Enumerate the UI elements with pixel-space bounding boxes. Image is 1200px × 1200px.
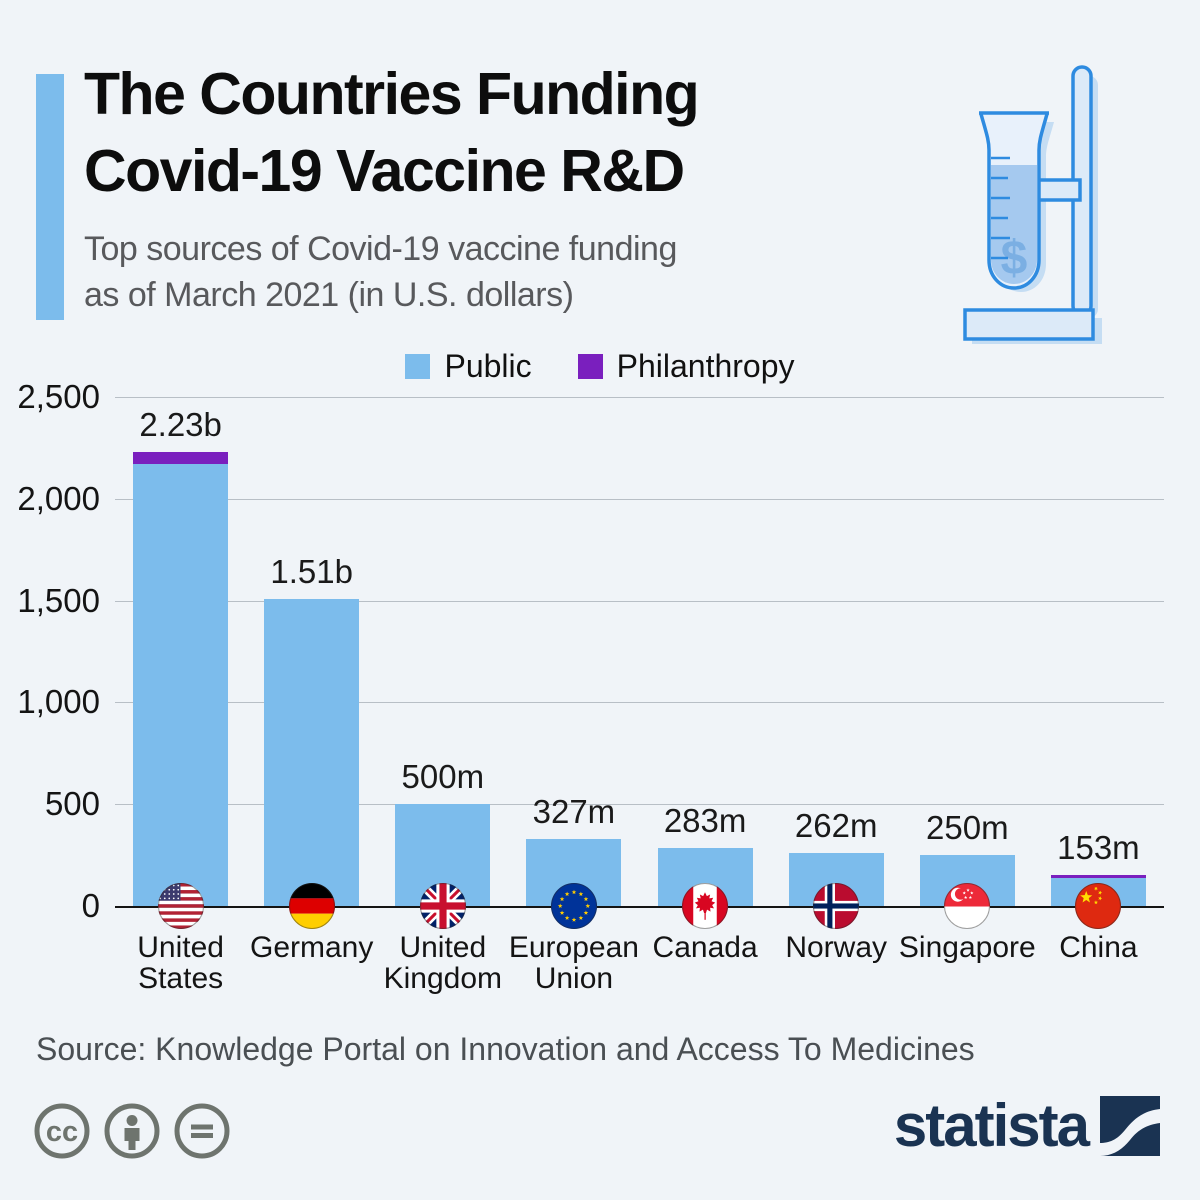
cc-no-derivatives-icon[interactable] bbox=[174, 1103, 230, 1159]
bar-public-us bbox=[133, 464, 229, 906]
statista-logo[interactable]: statista bbox=[894, 1096, 1160, 1156]
x-axis-label-us: United States bbox=[137, 931, 224, 995]
stand-base bbox=[963, 308, 1095, 341]
gridline-1500 bbox=[115, 600, 1164, 602]
bar-philanthropy-cn bbox=[1050, 874, 1146, 878]
bar-value-label-ca: 283m bbox=[663, 802, 747, 840]
y-tick-label: 2,500 bbox=[17, 378, 100, 415]
gridline-2500 bbox=[115, 397, 1164, 398]
statista-logo-mark bbox=[1100, 1096, 1160, 1156]
x-axis-label-de: Germany bbox=[250, 931, 374, 964]
y-axis-labels: 2,500 2,000 1,500 1,000 500 0 bbox=[0, 378, 100, 924]
title-line-2: Covid-19 Vaccine R&D bbox=[84, 138, 685, 204]
tube-liquid bbox=[991, 165, 1037, 284]
source-text: Source: Knowledge Portal on Innovation a… bbox=[36, 1031, 975, 1067]
bar-philanthropy-us bbox=[133, 452, 229, 465]
y-tick-label: 0 bbox=[81, 887, 100, 924]
bar-value-label-cn: 153m bbox=[1057, 828, 1140, 866]
cc-license-icon[interactable]: cc bbox=[34, 1103, 90, 1159]
no-flag-icon bbox=[813, 883, 860, 929]
y-tick-label: 1,000 bbox=[17, 683, 100, 721]
gridline-1000 bbox=[115, 702, 1164, 704]
gridline-500 bbox=[115, 804, 1164, 806]
x-axis-label-ca: Canada bbox=[652, 931, 758, 964]
bar-value-label-sg: 250m bbox=[926, 809, 1009, 847]
bar-value-label-gb: 500m bbox=[401, 758, 485, 796]
tube-outline bbox=[979, 113, 1049, 290]
sg-flag-icon bbox=[944, 883, 991, 929]
test-tube-money-icon: $ bbox=[938, 52, 1168, 352]
x-axis-label-eu: European Union bbox=[508, 931, 639, 995]
de-flag-icon bbox=[288, 883, 335, 929]
y-tick-label: 500 bbox=[44, 785, 100, 823]
legend-swatch-icon bbox=[577, 354, 603, 379]
stand-arm bbox=[1036, 178, 1082, 202]
cc-attribution-person-icon[interactable] bbox=[104, 1103, 160, 1159]
subtitle-line-1: Top sources of Covid-19 vaccine funding bbox=[84, 230, 677, 268]
bar-value-label-us: 2.23b bbox=[139, 406, 222, 443]
y-tick-label: 1,500 bbox=[17, 581, 100, 619]
ca-flag-icon bbox=[682, 883, 729, 929]
x-axis-label-no: Norway bbox=[785, 931, 888, 964]
bar-public-de bbox=[264, 598, 360, 906]
x-axis-label-cn: China bbox=[1059, 931, 1138, 964]
title-line-1: The Countries Funding bbox=[84, 61, 700, 127]
creative-commons-icons[interactable]: cc bbox=[34, 1103, 230, 1159]
subtitle-line-2: as of March 2021 (in U.S. dollars) bbox=[84, 276, 574, 314]
test-tube-icon-svg: $ bbox=[963, 65, 1102, 344]
us-flag-icon bbox=[157, 883, 204, 929]
x-axis-label-sg: Singapore bbox=[898, 931, 1036, 964]
tube-graduations bbox=[991, 156, 1010, 260]
page-title: The Countries Funding Covid-19 Vaccine R… bbox=[84, 56, 700, 210]
bar-value-label-no: 262m bbox=[794, 806, 878, 844]
legend-item-public: Public bbox=[405, 348, 532, 385]
title-accent-bar bbox=[36, 74, 64, 320]
statista-wordmark: statista bbox=[893, 1092, 1090, 1159]
cn-flag-icon bbox=[1075, 883, 1122, 929]
x-axis-label-gb: United Kingdom bbox=[383, 931, 502, 995]
bar-value-label-eu: 327m bbox=[532, 793, 616, 831]
bar-value-label-de: 1.51b bbox=[270, 552, 353, 590]
legend-label: Philanthropy bbox=[616, 348, 795, 384]
gb-flag-icon bbox=[419, 883, 466, 929]
legend-label: Public bbox=[444, 348, 532, 384]
x-axis-labels: United States Germany United Kingdom European… bbox=[115, 932, 1164, 1012]
chart-legend: Public Philanthropy bbox=[0, 348, 1200, 385]
bar-chart-plot: 2.23b 1.51b 500m 327m 283m 262m 250m 153m bbox=[115, 397, 1164, 929]
y-tick-label: 2,000 bbox=[17, 479, 100, 517]
page-subtitle: Top sources of Covid-19 vaccine funding … bbox=[84, 226, 677, 318]
legend-swatch-icon bbox=[405, 354, 431, 379]
legend-item-philanthropy: Philanthropy bbox=[577, 348, 795, 385]
svg-text:cc: cc bbox=[46, 1116, 78, 1148]
gridline-2000 bbox=[115, 498, 1164, 500]
eu-flag-icon bbox=[550, 883, 597, 929]
